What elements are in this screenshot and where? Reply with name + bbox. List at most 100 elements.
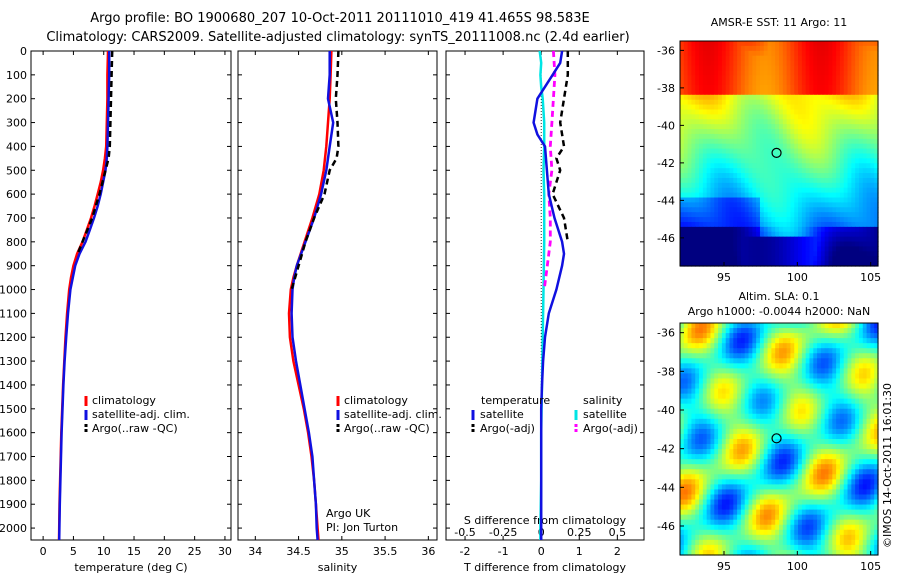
- sla-map-cell: [794, 489, 799, 496]
- sst-map-cell: [680, 65, 685, 71]
- sla-map-cell: [695, 328, 700, 334]
- sla-map-cell: [836, 474, 841, 480]
- sla-map-cell: [809, 408, 814, 415]
- sst-map-cell: [763, 75, 769, 81]
- sla-map-cell: [794, 519, 799, 526]
- sst-map-cell: [813, 119, 818, 125]
- sst-map-cell: [862, 109, 868, 115]
- sst-map-cell: [805, 104, 811, 111]
- sst-map-cell: [855, 168, 860, 174]
- sla-map-cell: [752, 333, 757, 339]
- sla-map-cell: [759, 408, 765, 415]
- sst-map-cell: [714, 75, 719, 81]
- sst-map-cell: [695, 192, 700, 199]
- sla-map-cell: [794, 358, 799, 364]
- sst-map-cell: [744, 236, 750, 243]
- sst-map-cell: [794, 217, 799, 223]
- sst-map-cell: [718, 158, 723, 164]
- sst-map-cell: [813, 241, 818, 248]
- sla-map-cell: [798, 428, 803, 435]
- sst-map-cell: [775, 143, 780, 150]
- sla-map-cell: [687, 499, 693, 506]
- sla-map-cell: [790, 519, 795, 526]
- sla-map-cell: [805, 368, 811, 375]
- sla-map-cell: [691, 519, 696, 526]
- sst-map-cell: [702, 104, 708, 111]
- sla-map-cell: [756, 333, 761, 339]
- sla-map-cell: [843, 338, 849, 344]
- sst-map-cell: [782, 256, 788, 262]
- sla-map-cell: [733, 529, 738, 536]
- sst-map-cell: [744, 138, 750, 145]
- sst-map-cell: [752, 41, 757, 47]
- sla-map-cell: [817, 358, 822, 364]
- sst-map-cell: [771, 109, 776, 115]
- sst-map-cell: [683, 187, 689, 194]
- sla-map-cell: [737, 418, 742, 425]
- sla-map-cell: [820, 489, 826, 496]
- sla-map-cell: [805, 504, 811, 511]
- sst-map-cell: [748, 202, 753, 208]
- sst-map-cell: [866, 109, 871, 115]
- sla-map-cell: [851, 459, 856, 465]
- temperature-profile-ytick-label: 300: [6, 117, 27, 130]
- sst-map-cell: [851, 207, 856, 213]
- sst-map-cell: [862, 217, 868, 223]
- sla-map-cell: [790, 459, 795, 465]
- sla-map-cell: [790, 514, 795, 521]
- sst-map-cell: [725, 124, 731, 130]
- sla-map-cell: [759, 514, 765, 521]
- sla-map-cell: [824, 368, 830, 375]
- sst-map-cell: [839, 261, 845, 267]
- sla-map-cell: [775, 408, 780, 415]
- sst-map-cell: [699, 202, 704, 208]
- sst-map-cell: [775, 197, 780, 204]
- sla-map-cell: [862, 534, 868, 541]
- sst-map-cell: [813, 138, 818, 145]
- sla-map-cell: [752, 408, 757, 415]
- sst-map-cell: [862, 221, 868, 228]
- sst-map-cell: [858, 94, 864, 101]
- sla-map-cell: [771, 323, 776, 329]
- sst-map-cell: [771, 192, 776, 199]
- sst-map-cell: [843, 153, 849, 159]
- sst-map-cell: [786, 99, 792, 106]
- sst-map-cell: [699, 241, 704, 248]
- sst-map-cell: [813, 246, 818, 252]
- sst-map-cell: [710, 212, 715, 218]
- sst-map-cell: [805, 261, 811, 267]
- sla-map-cell: [839, 494, 845, 501]
- sla-map-cell: [866, 539, 871, 546]
- sla-map-cell: [858, 388, 864, 395]
- sst-map-cell: [748, 80, 753, 86]
- sla-map-cell: [699, 393, 704, 400]
- sla-map-cell: [744, 408, 750, 415]
- sla-map-cell: [759, 378, 765, 385]
- sla-map-cell: [729, 393, 734, 400]
- sla-map-cell: [817, 484, 822, 491]
- sla-map-cell: [744, 469, 750, 475]
- sst-map-cell: [794, 80, 799, 86]
- sla-map-cell: [744, 398, 750, 405]
- salinity-argo-line: [290, 50, 340, 290]
- sla-map-cell: [820, 514, 826, 521]
- sst-map-cell: [779, 114, 784, 120]
- sla-map-cell: [714, 544, 719, 551]
- sst-map-cell: [695, 236, 700, 243]
- sst-map-cell: [710, 177, 715, 184]
- sst-map-cell: [763, 60, 769, 67]
- sst-map-cell: [771, 114, 776, 120]
- sst-map-cell: [687, 217, 693, 223]
- sla-map-cell: [813, 368, 818, 375]
- sst-map-cell: [874, 148, 879, 155]
- sst-map-cell: [874, 70, 879, 76]
- sla-map-cell: [721, 439, 727, 445]
- sla-map-cell: [763, 524, 769, 531]
- sst-map-cell: [817, 221, 822, 228]
- sst-map-cell: [798, 163, 803, 169]
- sst-map-cell: [752, 226, 757, 233]
- sst-map-cell: [729, 55, 734, 62]
- sla-map-cell: [771, 529, 776, 536]
- sst-map-cell: [847, 133, 852, 140]
- sst-map-cell: [771, 236, 776, 243]
